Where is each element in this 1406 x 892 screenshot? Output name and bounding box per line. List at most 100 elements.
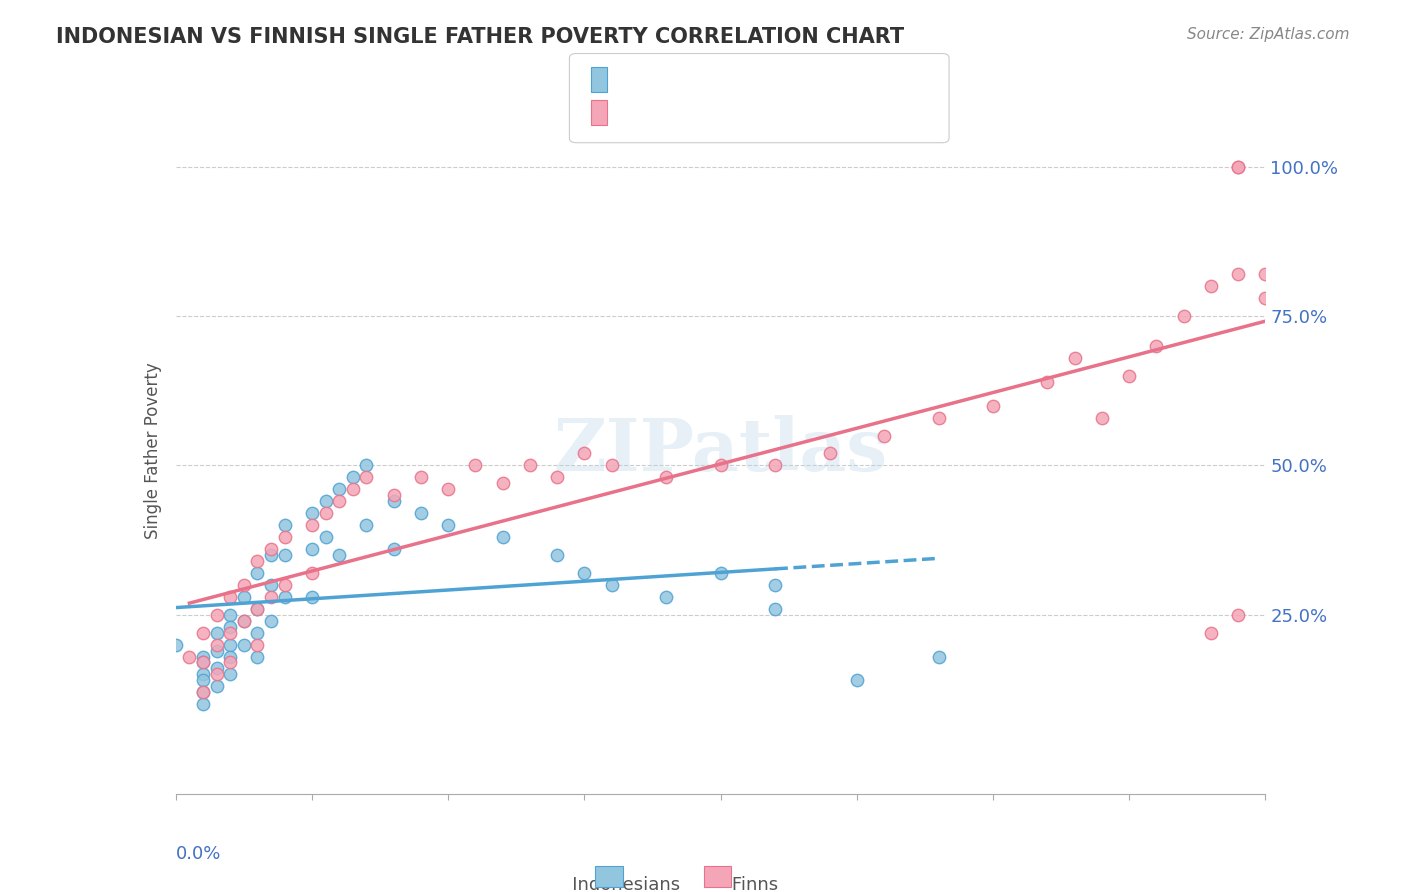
Point [191, 625, 214, 640]
Point [246, 601, 269, 615]
Point [179, 649, 201, 664]
Text: INDONESIAN VS FINNISH SINGLE FATHER POVERTY CORRELATION CHART: INDONESIAN VS FINNISH SINGLE FATHER POVE… [56, 27, 904, 46]
Point [1199, 625, 1222, 640]
Point [928, 649, 950, 664]
Point [382, 488, 405, 502]
Point [873, 428, 896, 442]
Point [246, 566, 269, 580]
Point [600, 458, 623, 473]
Y-axis label: Single Father Poverty: Single Father Poverty [143, 362, 162, 539]
Point [1254, 291, 1277, 305]
Point [1144, 339, 1167, 353]
Point [260, 541, 283, 556]
Point [219, 638, 242, 652]
Point [315, 506, 337, 520]
Point [1227, 607, 1250, 622]
Point [655, 470, 678, 484]
Point [205, 661, 228, 675]
Point [763, 458, 786, 473]
Point [492, 530, 515, 544]
Point [274, 530, 297, 544]
Point [301, 541, 323, 556]
Point [519, 458, 541, 473]
Point [260, 578, 283, 592]
Point [219, 625, 242, 640]
Point [710, 458, 733, 473]
Point [1063, 351, 1085, 365]
Point [655, 590, 678, 604]
Text: R =  0.121   N = 53: R = 0.121 N = 53 [612, 70, 787, 87]
Point [219, 590, 242, 604]
Point [191, 649, 214, 664]
Point [1199, 279, 1222, 293]
Point [328, 548, 350, 562]
Point [260, 614, 283, 628]
Point [219, 607, 242, 622]
Point [219, 620, 242, 634]
Point [981, 399, 1004, 413]
Text: R =  0.496   N = 55: R = 0.496 N = 55 [612, 103, 787, 120]
FancyBboxPatch shape [595, 866, 623, 887]
Point [1227, 267, 1250, 281]
Point [205, 679, 228, 693]
Point [191, 673, 214, 688]
Point [492, 476, 515, 491]
Point [356, 470, 378, 484]
Point [328, 483, 350, 497]
Text: Source: ZipAtlas.com: Source: ZipAtlas.com [1187, 27, 1350, 42]
Point [328, 494, 350, 508]
Point [710, 566, 733, 580]
Point [191, 667, 214, 681]
Point [356, 458, 378, 473]
Point [191, 656, 214, 670]
Point [342, 470, 364, 484]
Point [546, 548, 568, 562]
Point [191, 698, 214, 712]
Point [219, 656, 242, 670]
Point [382, 541, 405, 556]
Point [1118, 368, 1140, 383]
Point [464, 458, 486, 473]
Point [845, 673, 868, 688]
Point [1173, 309, 1195, 323]
Point [274, 518, 297, 533]
Point [219, 649, 242, 664]
Point [315, 494, 337, 508]
Point [1227, 160, 1250, 174]
Text: 0.0%: 0.0% [176, 846, 221, 863]
Point [546, 470, 568, 484]
Point [409, 506, 432, 520]
Point [274, 578, 297, 592]
Point [818, 446, 841, 460]
Point [763, 578, 786, 592]
Point [205, 625, 228, 640]
Point [600, 578, 623, 592]
Point [437, 518, 460, 533]
Text: Indonesians         Finns: Indonesians Finns [531, 876, 779, 892]
Point [219, 667, 242, 681]
Point [274, 548, 297, 562]
Point [274, 590, 297, 604]
Point [232, 590, 254, 604]
Point [205, 638, 228, 652]
Point [232, 638, 254, 652]
Point [191, 685, 214, 699]
Point [246, 625, 269, 640]
Point [301, 566, 323, 580]
Point [232, 578, 254, 592]
Point [205, 607, 228, 622]
Point [315, 530, 337, 544]
Point [301, 518, 323, 533]
Point [232, 614, 254, 628]
Point [437, 483, 460, 497]
Point [246, 601, 269, 615]
FancyBboxPatch shape [704, 866, 731, 887]
Point [260, 548, 283, 562]
Point [1091, 410, 1114, 425]
Point [246, 554, 269, 568]
Point [382, 494, 405, 508]
Text: ZIPatlas: ZIPatlas [554, 415, 887, 486]
Point [260, 590, 283, 604]
Point [246, 638, 269, 652]
Point [205, 643, 228, 657]
